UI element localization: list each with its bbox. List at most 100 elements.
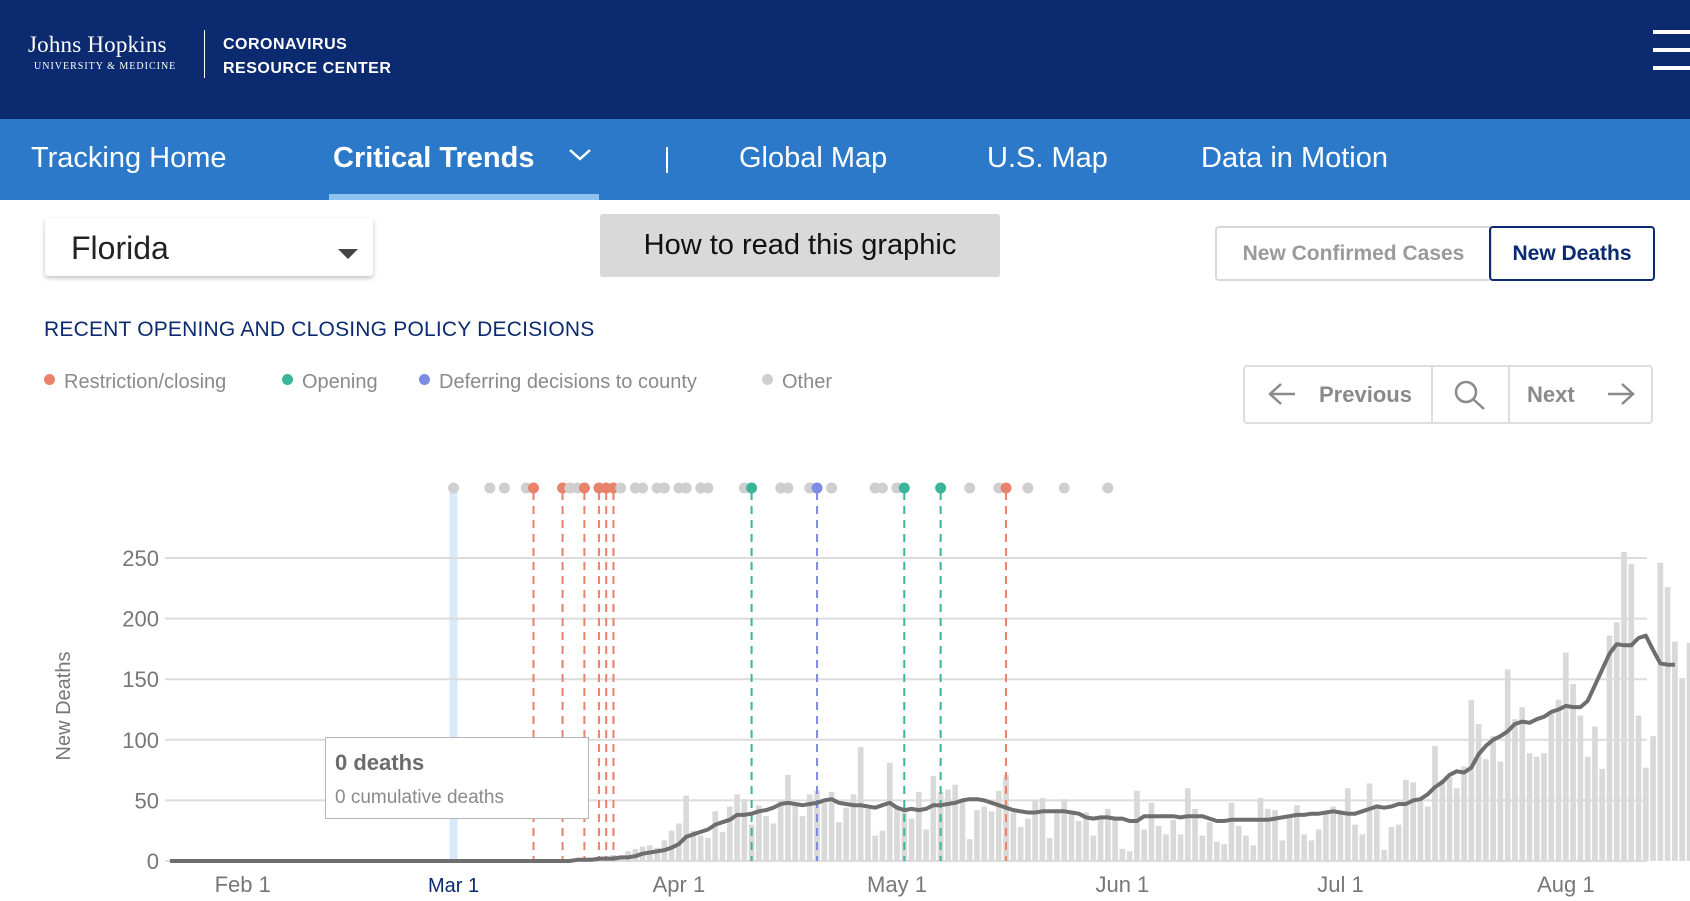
daily-deaths-bar[interactable] [1025,818,1031,861]
jhu-logo-name[interactable]: Johns Hopkins [28,32,167,57]
hamburger-menu-icon[interactable] [1653,30,1690,80]
daily-deaths-bar[interactable] [1548,710,1555,861]
daily-deaths-bar[interactable] [1432,745,1438,861]
daily-deaths-bar[interactable] [1628,564,1635,861]
daily-deaths-bar[interactable] [1403,779,1409,861]
daily-deaths-bar[interactable] [726,806,733,861]
daily-deaths-bar[interactable] [1381,850,1387,861]
daily-deaths-bar[interactable] [741,799,748,861]
daily-deaths-bar[interactable] [1192,808,1198,861]
daily-deaths-bar[interactable] [1330,806,1337,861]
daily-deaths-bar[interactable] [705,837,711,861]
daily-deaths-bar[interactable] [1170,819,1177,861]
daily-deaths-bar[interactable] [879,830,886,861]
daily-deaths-bar[interactable] [1533,756,1540,861]
daily-deaths-bar[interactable] [1177,834,1184,861]
daily-deaths-bar[interactable] [952,784,958,861]
daily-deaths-bar[interactable] [1141,829,1148,861]
daily-deaths-bar[interactable] [1221,844,1227,861]
daily-deaths-bar[interactable] [828,791,835,861]
toggle-new-deaths[interactable]: New Deaths [1489,226,1655,281]
nav-critical-trends[interactable]: Critical Trends [333,142,535,174]
daily-deaths-bar[interactable] [974,810,980,861]
daily-deaths-bar[interactable] [814,790,820,861]
daily-deaths-bar[interactable] [1075,821,1082,861]
previous-button[interactable]: Previous [1245,367,1431,422]
daily-deaths-bar[interactable] [937,791,944,861]
daily-deaths-bar[interactable] [1097,816,1104,861]
daily-deaths-bar[interactable] [1541,753,1547,861]
daily-deaths-bar[interactable] [836,822,842,861]
daily-deaths-bar[interactable] [1563,652,1569,861]
state-select[interactable]: Florida [45,218,373,276]
daily-deaths-bar[interactable] [1344,788,1351,861]
policy-dot-other[interactable] [615,482,627,494]
daily-deaths-bar[interactable] [1657,562,1664,861]
daily-deaths-bar[interactable] [770,823,777,861]
policy-dot-other[interactable] [658,482,670,494]
daily-deaths-bar[interactable] [1664,587,1671,861]
daily-deaths-bar[interactable] [1184,788,1191,861]
daily-deaths-bar[interactable] [1286,814,1293,861]
daily-deaths-bar[interactable] [1264,808,1271,861]
daily-deaths-bar[interactable] [1090,835,1097,861]
daily-deaths-bar[interactable] [1337,812,1344,861]
daily-deaths-bar[interactable] [865,808,871,861]
daily-deaths-bar[interactable] [1061,799,1068,861]
policy-dot-other[interactable] [1022,482,1034,494]
daily-deaths-bar[interactable] [966,839,973,861]
daily-deaths-bar[interactable] [1250,845,1257,861]
daily-deaths-bar[interactable] [1475,724,1482,861]
daily-deaths-bar[interactable] [1497,761,1504,861]
daily-deaths-bar[interactable] [1119,848,1126,861]
daily-deaths-bar[interactable] [1257,797,1264,861]
next-button[interactable]: Next [1510,367,1651,422]
daily-deaths-bar[interactable] [1301,834,1307,861]
daily-deaths-bar[interactable] [886,762,893,861]
daily-deaths-bar[interactable] [792,804,799,861]
daily-deaths-bar[interactable] [1243,835,1249,861]
daily-deaths-bar[interactable] [763,816,769,861]
daily-deaths-bar[interactable] [850,794,857,861]
daily-deaths-bar[interactable] [988,811,995,861]
daily-deaths-bar[interactable] [1504,669,1511,861]
zoom-button[interactable] [1433,367,1508,422]
daily-deaths-bar[interactable] [843,807,849,861]
policy-dot-restriction[interactable] [1000,482,1012,494]
daily-deaths-bar[interactable] [1017,827,1024,861]
daily-deaths-bar[interactable] [1206,822,1213,861]
nav-tracking-home[interactable]: Tracking Home [31,142,227,174]
daily-deaths-bar[interactable] [995,790,1002,861]
policy-dot-other[interactable] [782,482,794,494]
daily-deaths-bar[interactable] [1650,736,1656,861]
how-to-read-button[interactable]: How to read this graphic [600,214,1000,277]
daily-deaths-bar[interactable] [683,795,690,861]
nav-data-in-motion[interactable]: Data in Motion [1201,142,1388,174]
daily-deaths-bar[interactable] [894,805,900,861]
daily-deaths-bar[interactable] [915,791,922,861]
daily-deaths-bar[interactable] [1642,767,1649,861]
daily-deaths-bar[interactable] [1214,841,1220,861]
daily-deaths-bar[interactable] [1134,790,1140,861]
policy-dot-opening[interactable] [898,482,910,494]
daily-deaths-bar[interactable] [719,831,726,861]
daily-deaths-bar[interactable] [1410,782,1417,861]
daily-deaths-bar[interactable] [1366,783,1373,861]
daily-deaths-bar[interactable] [654,847,660,861]
daily-deaths-bar[interactable] [1352,824,1358,861]
daily-deaths-bar[interactable] [908,818,915,861]
daily-deaths-bar[interactable] [1468,699,1475,861]
daily-deaths-bar[interactable] [1555,699,1562,861]
daily-deaths-bar[interactable] [785,774,791,861]
daily-deaths-bar[interactable] [1483,759,1489,861]
daily-deaths-bar[interactable] [1490,736,1496,861]
nav-global-map[interactable]: Global Map [739,142,888,174]
daily-deaths-bar[interactable] [1163,834,1169,861]
chevron-down-icon[interactable] [568,148,592,162]
daily-deaths-bar[interactable] [777,800,784,861]
daily-deaths-bar[interactable] [1606,635,1613,861]
daily-deaths-bar[interactable] [1519,707,1526,861]
daily-deaths-bar[interactable] [1395,824,1402,861]
daily-deaths-bar[interactable] [1112,817,1118,861]
daily-deaths-bar[interactable] [1446,777,1453,861]
